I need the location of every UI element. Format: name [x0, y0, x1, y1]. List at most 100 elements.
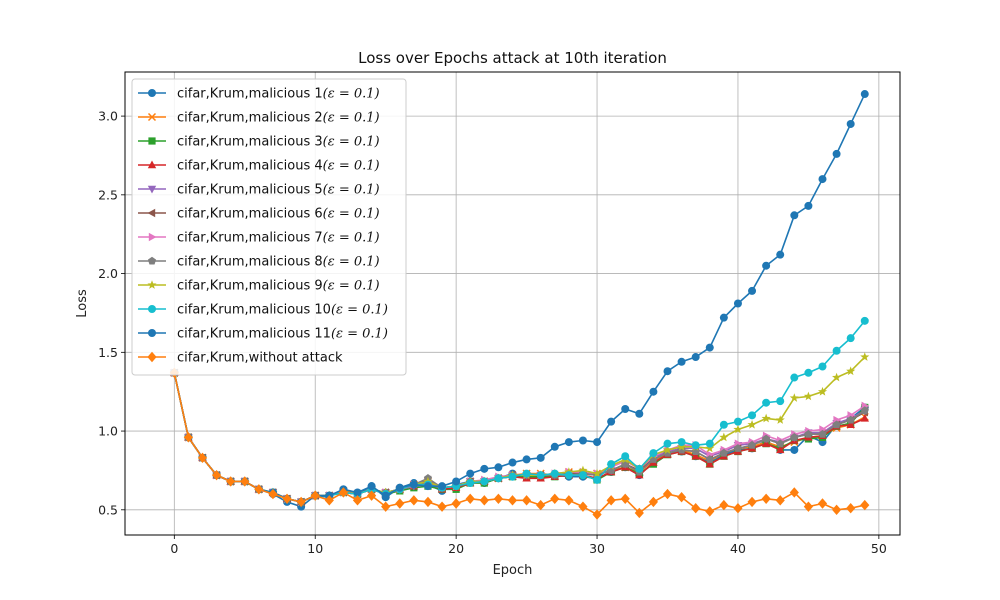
data-point	[761, 493, 771, 504]
y-tick-label: 0.5	[98, 502, 118, 517]
data-point	[480, 464, 489, 473]
legend-label: cifar,Krum,malicious 10(ε = 0.1)	[177, 303, 388, 318]
data-point	[818, 362, 827, 371]
data-point	[846, 503, 856, 514]
data-point	[607, 417, 616, 426]
data-point	[705, 455, 714, 463]
data-point	[536, 453, 545, 462]
data-point	[480, 477, 489, 486]
data-point	[733, 503, 743, 514]
axis-ticks: 0 10 20 30 40 50 0.5 1.0 1.5 2.0 2.5 3.0	[98, 109, 887, 556]
data-point	[635, 464, 644, 473]
data-point	[620, 493, 630, 504]
data-point	[550, 469, 559, 478]
legend-item: cifar,Krum,malicious 10(ε = 0.1)	[138, 303, 388, 318]
legend-swatch-marker	[147, 351, 157, 363]
data-point	[846, 366, 856, 376]
legend-label: cifar,Krum,malicious 6(ε = 0.1)	[177, 207, 380, 222]
data-point	[634, 507, 644, 519]
data-point	[367, 482, 376, 491]
data-point	[790, 373, 799, 382]
data-point	[649, 387, 658, 396]
legend-swatch-marker	[148, 305, 156, 313]
data-point	[606, 495, 616, 506]
data-point	[790, 445, 799, 454]
legend-item: cifar,Krum,without attack	[138, 351, 343, 366]
legend-item: cifar,Krum,malicious 2(ε = 0.1)	[138, 111, 380, 126]
legend-item: cifar,Krum,malicious 9(ε = 0.1)	[138, 279, 380, 294]
legend-label: cifar,Krum,malicious 11(ε = 0.1)	[177, 327, 388, 342]
data-point	[832, 420, 841, 429]
data-point	[593, 475, 602, 484]
data-point	[508, 458, 517, 467]
data-point	[733, 299, 742, 308]
data-point	[762, 398, 771, 407]
data-point	[691, 353, 700, 362]
data-point	[254, 484, 264, 495]
data-point	[578, 436, 587, 445]
data-point	[451, 498, 461, 509]
data-point	[719, 499, 729, 511]
data-point	[719, 432, 729, 442]
data-point	[550, 493, 560, 504]
data-point	[705, 343, 714, 352]
data-point	[494, 463, 503, 472]
data-point	[662, 445, 673, 454]
data-point	[635, 409, 644, 418]
data-point	[705, 506, 715, 517]
data-point	[564, 471, 573, 480]
data-point	[507, 495, 518, 506]
y-tick-label: 1.0	[98, 424, 118, 439]
data-point	[663, 439, 672, 448]
data-point	[775, 415, 785, 424]
data-point	[803, 391, 813, 401]
legend-item: cifar,Krum,malicious 6(ε = 0.1)	[138, 207, 380, 222]
data-point	[677, 442, 687, 451]
data-point	[789, 487, 799, 498]
data-point	[846, 415, 855, 424]
data-point	[733, 424, 743, 434]
data-point	[719, 420, 728, 429]
data-point	[268, 488, 278, 500]
data-point	[790, 211, 799, 220]
data-point	[452, 477, 461, 486]
data-point	[776, 397, 785, 406]
data-point	[804, 201, 813, 210]
data-point	[607, 460, 616, 469]
legend-swatch-marker	[147, 112, 157, 122]
data-point	[776, 445, 785, 454]
data-point	[536, 499, 546, 511]
legend-label: cifar,Krum,malicious 1(ε = 0.1)	[177, 87, 380, 102]
data-point	[733, 417, 742, 426]
data-point	[578, 471, 587, 480]
x-tick-label: 30	[589, 541, 605, 556]
data-point	[550, 442, 559, 451]
data-point	[466, 479, 475, 488]
data-point	[846, 420, 855, 428]
plot-area-frame	[124, 71, 901, 536]
data-point	[846, 119, 855, 128]
data-point	[860, 413, 869, 422]
legend-label: cifar,Krum,malicious 3(ε = 0.1)	[177, 135, 380, 150]
data-point	[593, 438, 602, 447]
data-point	[803, 501, 814, 512]
data-point	[578, 501, 588, 512]
data-point	[776, 250, 785, 259]
data-point	[479, 495, 489, 506]
data-point	[846, 334, 855, 343]
data-point	[818, 429, 827, 438]
data-point	[719, 313, 728, 322]
data-point	[662, 488, 673, 500]
legend-label: cifar,Krum,malicious 4(ε = 0.1)	[177, 159, 380, 174]
legend-item: cifar,Krum,malicious 4(ε = 0.1)	[138, 159, 380, 174]
series-lines	[169, 90, 870, 520]
data-point	[818, 175, 827, 184]
data-point	[790, 433, 799, 441]
y-tick-label: 1.5	[98, 345, 118, 360]
legend-item: cifar,Krum,malicious 5(ε = 0.1)	[138, 183, 380, 198]
legend-swatch-marker	[147, 280, 157, 289]
data-point	[789, 393, 799, 402]
data-point	[860, 499, 870, 511]
